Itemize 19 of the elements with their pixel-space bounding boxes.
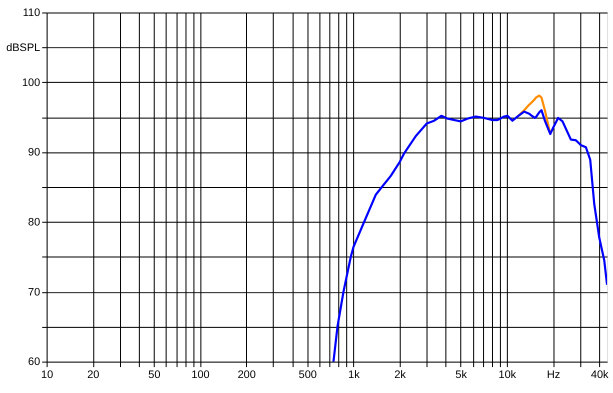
x-tick-label: 5k [455,368,468,381]
x-tick-label: 1k [348,368,360,381]
x-tick-label: 200 [238,368,256,381]
x-tick-label: 2k [394,368,406,381]
y-tick-label: 80 [28,216,40,228]
y-tick-label: 60 [28,356,40,368]
x-tick-label: 40k [590,368,610,381]
y-tick-label: 100 [22,76,40,89]
x-tick-label: 100 [191,368,210,381]
y-tick-label: 110 [22,6,40,19]
x-tick-label: 10k [498,368,517,381]
y-tick-label: 70 [28,286,40,298]
x-tick-label: 500 [298,368,317,381]
x-tick-label: 50 [148,368,160,381]
x-tick-label: 10 [41,368,54,381]
x-tick-label: 20 [87,368,100,381]
x-tick-label: Hz [546,368,560,381]
y-tick-label: 90 [28,146,40,159]
y-tick-label: dBSPL [6,42,40,54]
